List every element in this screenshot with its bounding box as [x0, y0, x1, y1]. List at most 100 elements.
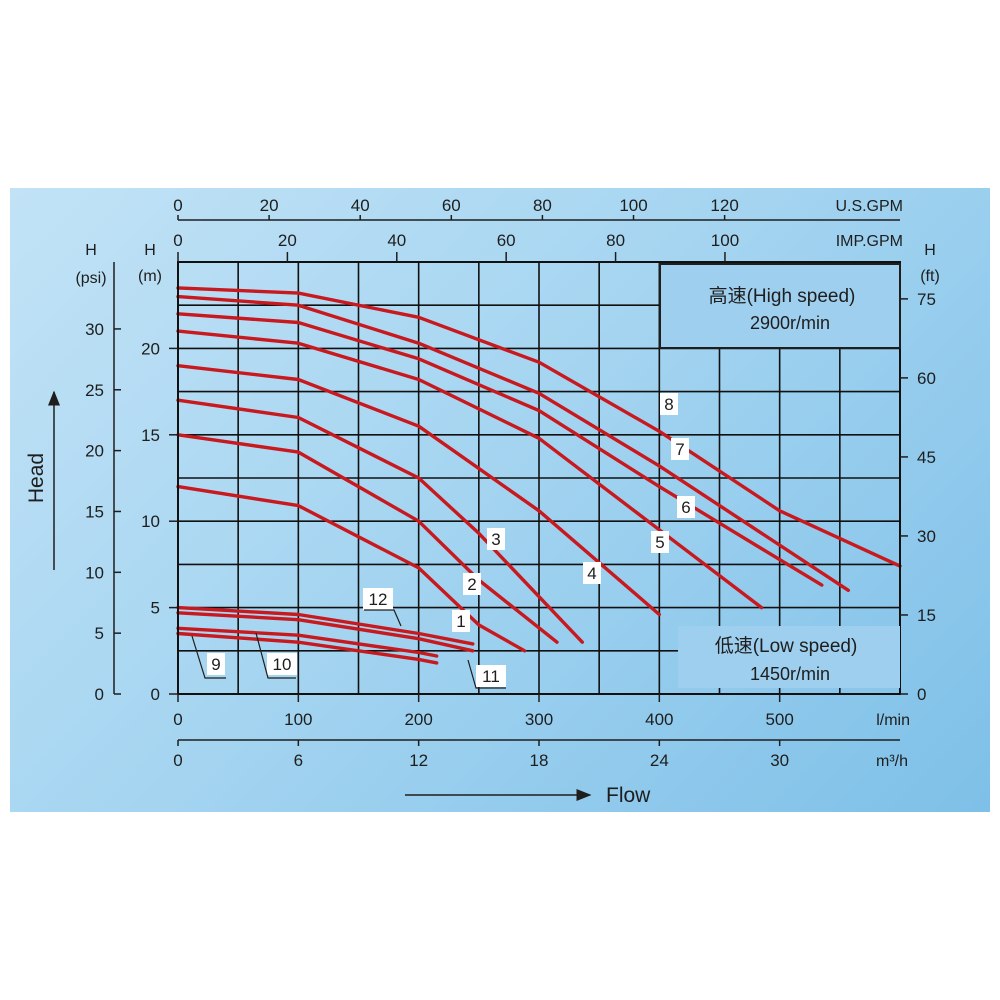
ft-tick-label: 75 — [917, 290, 936, 309]
series-line-1 — [176, 484, 527, 653]
curve-label-box — [671, 438, 689, 460]
curve-label-1: 1 — [456, 612, 465, 631]
m3h-tick-label: 24 — [650, 751, 669, 770]
series-line-8 — [176, 286, 902, 568]
usgpm-tick-label: 20 — [260, 196, 279, 215]
curve-label-box — [651, 531, 669, 553]
psi-tick-label: 25 — [85, 381, 104, 400]
ft-tick-label: 15 — [917, 606, 936, 625]
curve-label-4: 4 — [587, 564, 596, 583]
curve-label-box — [487, 528, 505, 550]
curve-leader-line — [467, 659, 506, 689]
curve-label-box — [267, 653, 297, 675]
lmin-tick-label: 500 — [765, 710, 793, 729]
curve-label-2: 2 — [467, 575, 476, 594]
curve-label-box — [207, 653, 225, 675]
m3h-tick-label: 6 — [294, 751, 303, 770]
impgpm-tick-label: 20 — [278, 231, 297, 250]
psi-tick-label: 10 — [85, 563, 104, 582]
m-axis-title: H — [144, 242, 156, 259]
ft-axis-title: H — [924, 242, 936, 259]
usgpm-tick-label: 60 — [442, 196, 461, 215]
curve-label-box — [583, 562, 601, 584]
m3h-tick-label: 30 — [770, 751, 789, 770]
impgpm-tick-label: 60 — [497, 231, 516, 250]
psi-tick-label: 30 — [85, 320, 104, 339]
curve-leader-line — [364, 609, 402, 627]
curve-label-box — [677, 496, 695, 518]
curve-label-7: 7 — [675, 440, 684, 459]
lmin-tick-label: 200 — [404, 710, 432, 729]
y-axis-title: Head — [25, 453, 48, 503]
curve-label-box — [463, 573, 481, 595]
m3h-tick-label: 0 — [173, 751, 182, 770]
curve-leader-line — [191, 635, 226, 679]
ft-axis-unit: (ft) — [920, 268, 940, 285]
curve-label-9: 9 — [211, 655, 220, 674]
psi-tick-label: 5 — [95, 624, 104, 643]
legend-low-speed-box — [678, 626, 900, 688]
series-line-9 — [176, 631, 439, 665]
series-line-11 — [176, 611, 475, 653]
series-line-12 — [176, 605, 475, 646]
impgpm-tick-label: 100 — [711, 231, 739, 250]
lmin-tick-label: 0 — [173, 710, 182, 729]
series-line-4 — [176, 364, 661, 617]
impgpm-axis-unit: IMP.GPM — [836, 233, 903, 250]
psi-tick-label: 15 — [85, 502, 104, 521]
curve-leader-line — [255, 632, 296, 679]
curve-label-5: 5 — [655, 533, 664, 552]
curve-label-box — [476, 665, 506, 687]
curve-label-box — [452, 610, 470, 632]
impgpm-tick-label: 80 — [606, 231, 625, 250]
legend-high-speed-box — [659, 263, 901, 349]
curve-label-box — [660, 393, 678, 415]
m-tick-label: 0 — [151, 685, 160, 704]
ft-tick-label: 60 — [917, 369, 936, 388]
psi-tick-label: 20 — [85, 442, 104, 461]
series-line-10 — [176, 626, 439, 658]
legend-low-speed-title: 低速(Low speed) — [715, 635, 858, 657]
ft-tick-label: 0 — [917, 685, 926, 704]
curve-label-8: 8 — [664, 395, 673, 414]
ft-tick-label: 45 — [917, 448, 936, 467]
series-line-5 — [176, 329, 764, 610]
curve-label-12: 12 — [369, 590, 388, 609]
usgpm-tick-label: 80 — [533, 196, 552, 215]
lmin-tick-label: 300 — [525, 710, 553, 729]
lmin-tick-label: 100 — [284, 710, 312, 729]
impgpm-tick-label: 0 — [173, 231, 182, 250]
m-tick-label: 10 — [141, 512, 160, 531]
m-tick-label: 5 — [151, 599, 160, 618]
ft-tick-label: 30 — [917, 527, 936, 546]
usgpm-tick-label: 40 — [351, 196, 370, 215]
usgpm-tick-label: 0 — [173, 196, 182, 215]
m-tick-label: 15 — [141, 426, 160, 445]
legend-high-speed-title: 高速(High speed) — [709, 285, 856, 307]
series-line-7 — [176, 294, 850, 592]
psi-tick-label: 0 — [95, 685, 104, 704]
psi-axis-unit: (psi) — [75, 270, 106, 287]
m-axis-unit: (m) — [138, 268, 162, 285]
legend-low-speed-rpm: 1450r/min — [750, 664, 830, 684]
usgpm-tick-label: 100 — [619, 196, 647, 215]
lmin-axis-unit: l/min — [876, 712, 910, 729]
x-axis-title: Flow — [606, 784, 651, 807]
curve-label-10: 10 — [273, 655, 292, 674]
curve-label-3: 3 — [491, 530, 500, 549]
lmin-tick-label: 400 — [645, 710, 673, 729]
curve-label-11: 11 — [482, 667, 500, 686]
m3h-tick-label: 18 — [530, 751, 549, 770]
m-tick-label: 20 — [141, 339, 160, 358]
psi-axis-title: H — [85, 242, 97, 259]
legend-high-speed-rpm: 2900r/min — [750, 313, 830, 333]
series-line-2 — [176, 433, 559, 644]
curve-label-box — [363, 588, 393, 610]
usgpm-tick-label: 120 — [710, 196, 738, 215]
series-line-3 — [176, 398, 584, 644]
m3h-tick-label: 12 — [409, 751, 428, 770]
usgpm-axis-unit: U.S.GPM — [835, 198, 903, 215]
curve-label-6: 6 — [681, 498, 690, 517]
impgpm-tick-label: 40 — [387, 231, 406, 250]
